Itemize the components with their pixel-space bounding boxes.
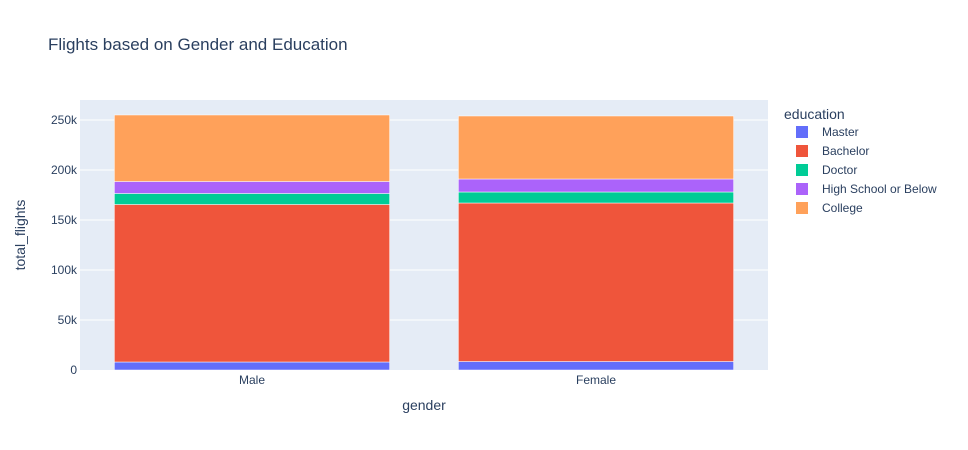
bar-male-doctor[interactable]: [114, 193, 390, 205]
legend-swatch[interactable]: [796, 126, 808, 138]
y-tick-label: 0: [70, 363, 77, 377]
y-axis-ticks: 0 50k 100k 150k 200k 250k: [51, 113, 78, 377]
y-tick-label: 200k: [51, 163, 78, 177]
bar-female-college[interactable]: [458, 115, 734, 180]
x-axis-title: gender: [402, 397, 446, 413]
bar-male-high-school-or-below[interactable]: [114, 181, 390, 194]
bar-male-bachelor[interactable]: [114, 204, 390, 363]
x-tick-label: Male: [239, 373, 265, 387]
legend-item-label[interactable]: Bachelor: [822, 144, 869, 158]
y-tick-label: 50k: [58, 313, 78, 327]
legend-swatch[interactable]: [796, 183, 808, 195]
bar-male-college[interactable]: [114, 114, 390, 182]
y-tick-label: 150k: [51, 213, 78, 227]
x-tick-label: Female: [576, 373, 616, 387]
bar-female-bachelor[interactable]: [458, 202, 734, 362]
y-axis-title: total_flights: [12, 200, 28, 271]
legend-item-label[interactable]: Master: [822, 125, 859, 139]
bar-female-doctor[interactable]: [458, 191, 734, 204]
y-tick-label: 250k: [51, 113, 78, 127]
legend-swatch[interactable]: [796, 145, 808, 157]
legend-swatch[interactable]: [796, 202, 808, 214]
bars: [114, 114, 734, 371]
legend-item-label[interactable]: College: [822, 201, 863, 215]
legend-title: education: [784, 106, 845, 122]
bar-female-high-school-or-below[interactable]: [458, 178, 734, 193]
legend-item-label[interactable]: Doctor: [822, 163, 857, 177]
legend-swatch[interactable]: [796, 164, 808, 176]
chart-title: Flights based on Gender and Education: [48, 35, 348, 54]
x-axis-ticks: Male Female: [239, 373, 616, 387]
legend: Master Bachelor Doctor High School or Below…: [796, 125, 937, 215]
bar-male-master[interactable]: [114, 361, 390, 371]
legend-item-label[interactable]: High School or Below: [822, 182, 937, 196]
bar-female-master[interactable]: [458, 361, 734, 371]
y-tick-label: 100k: [51, 263, 78, 277]
